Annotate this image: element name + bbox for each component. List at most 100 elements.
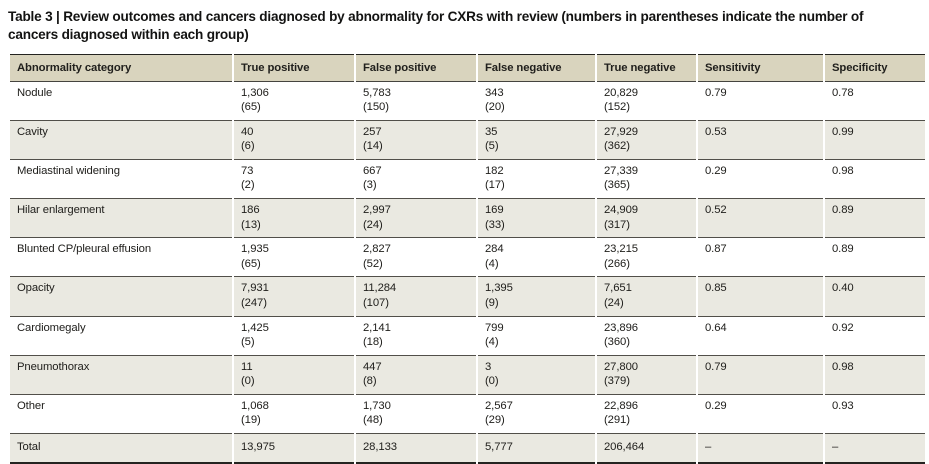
value: 186 bbox=[241, 204, 260, 217]
cell-true-positive: 7,931 (247) bbox=[234, 277, 354, 317]
value: 169 bbox=[485, 204, 504, 217]
value: 11 bbox=[241, 360, 253, 373]
value: 20,829 bbox=[604, 87, 638, 99]
cancer-count: (365) bbox=[604, 179, 630, 192]
cancer-count: (8) bbox=[363, 374, 377, 387]
column-header-true-positive: True positive bbox=[234, 54, 354, 82]
cancer-count: (14) bbox=[363, 140, 383, 153]
value: 1,068 bbox=[241, 399, 269, 412]
cell-specificity: 0.78 bbox=[825, 82, 925, 122]
cell-true-negative: 24,909 (317) bbox=[597, 199, 696, 239]
cell-specificity: 0.40 bbox=[825, 277, 925, 317]
cancer-count: (107) bbox=[363, 296, 389, 309]
cancer-count: (150) bbox=[363, 101, 389, 114]
cell-true-negative: 7,651 (24) bbox=[597, 277, 696, 317]
cell-false-negative: 1,395 (9) bbox=[478, 277, 595, 317]
cell-true-positive: 11 (0) bbox=[234, 355, 354, 395]
table-title: Table 3 | Review outcomes and cancers di… bbox=[8, 9, 864, 42]
value: 1,730 bbox=[363, 399, 391, 412]
cell-true-negative: 27,339 (365) bbox=[597, 160, 696, 200]
table-row-opacity: Opacity 7,931 (247) 11,284 (107) 1,395 (9) … bbox=[10, 277, 925, 317]
cancer-count: (65) bbox=[241, 101, 261, 114]
cell-true-positive: 1,425 (5) bbox=[234, 316, 354, 356]
cell-category: Hilar enlargement bbox=[10, 199, 232, 239]
cancer-count: (291) bbox=[604, 414, 630, 427]
cell-specificity: 0.98 bbox=[825, 355, 925, 395]
cell-true-positive: 186 (13) bbox=[234, 199, 354, 239]
cancer-count: (379) bbox=[604, 374, 630, 387]
cancer-count: (0) bbox=[485, 374, 499, 387]
cell-sensitivity: 0.79 bbox=[698, 82, 823, 122]
value: 23,896 bbox=[604, 321, 638, 334]
cell-sensitivity: 0.52 bbox=[698, 199, 823, 239]
value: 24,909 bbox=[604, 204, 638, 217]
cancer-count: (33) bbox=[485, 218, 505, 231]
cell-true-positive: 1,306 (65) bbox=[234, 82, 354, 122]
column-header-false-positive: False positive bbox=[356, 54, 476, 82]
cell-sensitivity: 0.79 bbox=[698, 355, 823, 395]
cancer-count: (247) bbox=[241, 296, 267, 309]
value: 2,997 bbox=[363, 204, 391, 217]
cancer-count: (2) bbox=[241, 179, 255, 192]
cell-false-negative: 35 (5) bbox=[478, 121, 595, 161]
cell-true-positive: 1,068 (19) bbox=[234, 394, 354, 434]
cell-category: Opacity bbox=[10, 277, 232, 317]
cancer-count: (19) bbox=[241, 414, 261, 427]
table-row-mediastinal-widening: Mediastinal widening 73 (2) 667 (3) 182 (17… bbox=[10, 160, 925, 200]
cell-false-positive: 447 (8) bbox=[356, 355, 476, 395]
value: 447 bbox=[363, 360, 382, 373]
cancer-count: (3) bbox=[363, 179, 377, 192]
table-row-cavity: Cavity 40 (6) 257 (14) 35 (5) 27,929 (362) 0… bbox=[10, 121, 925, 161]
cell-sensitivity: – bbox=[698, 433, 823, 464]
cell-false-positive: 2,997 (24) bbox=[356, 199, 476, 239]
value: 284 bbox=[485, 243, 504, 256]
cell-false-negative: 284 (4) bbox=[478, 238, 595, 278]
cell-false-negative: 343 (20) bbox=[478, 82, 595, 122]
cell-specificity: 0.92 bbox=[825, 316, 925, 356]
value: 1,935 bbox=[241, 243, 269, 256]
cancer-count: (0) bbox=[241, 374, 255, 387]
cell-category: Blunted CP/pleural effusion bbox=[10, 238, 232, 278]
table-row-cardiomegaly: Cardiomegaly 1,425 (5) 2,141 (18) 799 (4) 2… bbox=[10, 316, 925, 356]
cell-false-positive: 11,284 (107) bbox=[356, 277, 476, 317]
value: 27,800 bbox=[604, 360, 638, 373]
table-row-nodule: Nodule 1,306 (65) 5,783 (150) 343 (20) 20,8… bbox=[10, 82, 925, 122]
cell-true-positive: 1,935 (65) bbox=[234, 238, 354, 278]
value: 2,141 bbox=[363, 321, 391, 334]
cell-specificity: 0.89 bbox=[825, 238, 925, 278]
cell-false-positive: 28,133 bbox=[356, 433, 476, 464]
table-row-hilar-enlargement: Hilar enlargement 186 (13) 2,997 (24) 169(… bbox=[10, 199, 925, 239]
column-header-sensitivity: Sensitivity bbox=[698, 54, 823, 82]
cancer-count: (29) bbox=[485, 414, 505, 427]
column-header-false-negative: False negative bbox=[478, 54, 595, 82]
cancer-count: (5) bbox=[485, 140, 499, 153]
table-header-row: Abnormality category True positive False… bbox=[10, 54, 925, 82]
cancer-count: (18) bbox=[363, 335, 383, 348]
cell-true-negative: 23,896 (360) bbox=[597, 316, 696, 356]
value: 7,651 bbox=[604, 282, 632, 295]
cell-specificity: – bbox=[825, 433, 925, 464]
cancer-count: (9) bbox=[485, 296, 499, 309]
cancer-count: (48) bbox=[363, 414, 383, 427]
column-header-true-negative: True negative bbox=[597, 54, 696, 82]
cell-false-negative: 169 (33) bbox=[478, 199, 595, 239]
column-header-abnormality-category: Abnormality category bbox=[10, 54, 232, 82]
value: 1,395 bbox=[485, 282, 513, 295]
table-row-other: Other 1,068 (19) 1,730 (48) 2,567 (29) 22,8… bbox=[10, 394, 925, 434]
cancer-count: (6) bbox=[241, 140, 255, 153]
review-outcomes-table: Abnormality category True positive False… bbox=[8, 54, 927, 464]
value: 667 bbox=[363, 165, 382, 178]
value: 1,306 bbox=[241, 87, 269, 99]
value: 35 bbox=[485, 126, 498, 139]
cancer-count: (52) bbox=[363, 257, 383, 270]
cell-false-positive: 667 (3) bbox=[356, 160, 476, 200]
cell-false-negative: 799 (4) bbox=[478, 316, 595, 356]
value: 23,215 bbox=[604, 243, 638, 256]
table-row-pneumothorax: Pneumothorax 11 (0) 447 (8) 3 (0) 27,800 (37… bbox=[10, 355, 925, 395]
cell-sensitivity: 0.87 bbox=[698, 238, 823, 278]
cell-sensitivity: 0.85 bbox=[698, 277, 823, 317]
cancer-count: (5) bbox=[241, 335, 255, 348]
cancer-count: (65) bbox=[241, 257, 261, 270]
cell-false-negative: 3 (0) bbox=[478, 355, 595, 395]
value: 182 bbox=[485, 165, 504, 178]
